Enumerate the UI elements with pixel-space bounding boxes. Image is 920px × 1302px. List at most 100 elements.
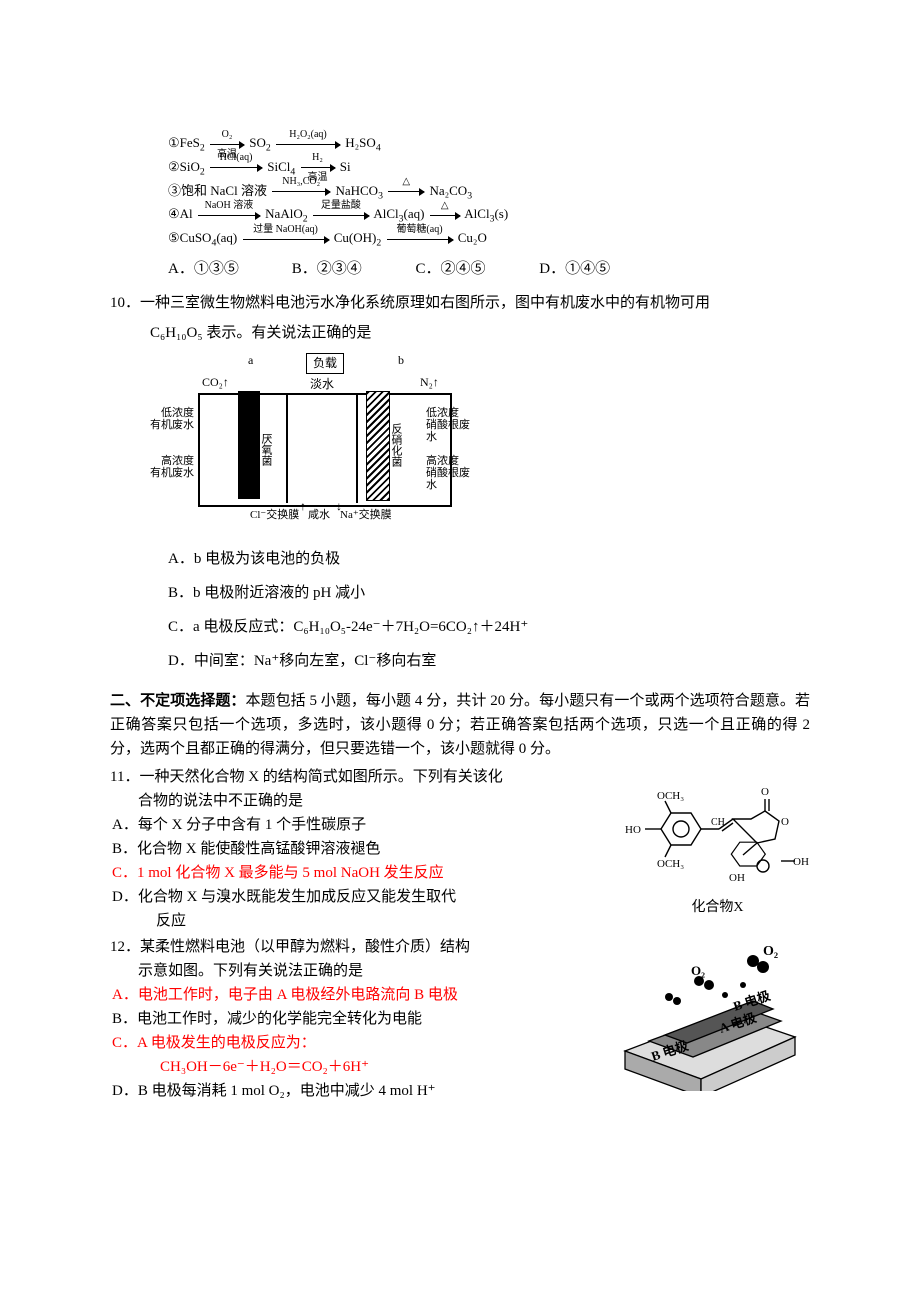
- q12-opt-c2: CH₃OH－6e⁻＋H₂O＝CO₂＋6H⁺: [110, 1055, 605, 1079]
- freshwater-label: 淡水: [310, 375, 334, 394]
- t: N₂: [420, 375, 433, 389]
- q11-caption: 化合物X: [625, 897, 810, 919]
- q9-opt-b: B．②③④: [292, 257, 412, 281]
- s: 2: [200, 143, 205, 154]
- q12-stem-1: 12．某柔性燃料电池（以甲醇为燃料，酸性介质）结构: [110, 935, 605, 959]
- t: OCH₃: [657, 858, 684, 870]
- load-box: 负载: [306, 353, 344, 374]
- cathode-electrode: [366, 391, 390, 501]
- t: ③饱和 NaCl 溶液: [168, 183, 267, 198]
- t: H₂O₂(aq): [276, 127, 340, 143]
- fuelcell-svg: O₂ O₂ B 电极 A 电极 B 电极: [605, 941, 810, 1091]
- t: ⑤CuSO: [168, 230, 211, 245]
- section2-title: 二、不定项选择题：: [110, 693, 245, 709]
- q9-opt-d: D．①④⑤: [539, 257, 659, 281]
- t: SiCl: [267, 159, 290, 174]
- t: 过量 NaOH(aq): [243, 222, 329, 238]
- q12-diagram: O₂ O₂ B 电极 A 电极 B 电极: [605, 935, 810, 1097]
- arrow-up-icon: ↑: [300, 497, 306, 516]
- q12-opt-c1: C．A 电极发生的电极反应为：: [110, 1031, 605, 1055]
- t: △: [388, 174, 424, 190]
- q11-molecule: OCH₃ HO OCH₃ CH O O OH OH 化合物X: [625, 765, 810, 920]
- t: OH: [793, 856, 809, 868]
- t: NaOH 溶液: [198, 198, 260, 214]
- t: ④Al: [168, 206, 193, 221]
- q10-stem-line1: 10．一种三室微生物燃料电池污水净化系统原理如右图所示，图中有机废水中的有机物可…: [110, 295, 710, 311]
- t: H₂: [301, 150, 335, 166]
- eq4: ④Al NaOH 溶液 NaAlO2 足量盐酸 AlCl3(aq) △ AlCl…: [110, 204, 810, 225]
- n2-label: N₂↑: [420, 373, 439, 392]
- t: △: [430, 198, 460, 214]
- q11-opt-a: A．每个 X 分子中含有 1 个手性碳原子: [110, 813, 625, 837]
- t: CO₂: [202, 375, 223, 389]
- s: 2: [200, 166, 205, 177]
- membrane2: [356, 393, 358, 503]
- s: 2: [376, 238, 381, 249]
- membrane1: [286, 393, 288, 503]
- t: Na₂CO: [429, 183, 467, 198]
- q11-opt-b: B．化合物 X 能使酸性高锰酸钾溶液褪色: [110, 837, 625, 861]
- t: H₂SO: [345, 135, 376, 150]
- t: 足量盐酸: [313, 198, 369, 214]
- q9-equations: ①FeS2 O₂高温 SO2 H₂O₂(aq) H₂SO4 ②SiO2 HCl(…: [110, 133, 810, 249]
- s: 3: [467, 190, 472, 201]
- t: AlCl: [373, 206, 398, 221]
- t: AlCl: [464, 206, 489, 221]
- s: 4: [376, 143, 381, 154]
- molecule-svg: OCH₃ HO OCH₃ CH O O OH OH: [625, 769, 810, 889]
- t: ②SiO: [168, 159, 200, 174]
- q11-opt-d: D．化合物 X 与溴水既能发生加成反应又能发生取代: [110, 885, 625, 909]
- q12-block: 12．某柔性燃料电池（以甲醇为燃料，酸性介质）结构 示意如图。下列有关说法正确的…: [110, 935, 810, 1103]
- eq2: ②SiO2 HCl(aq) SiCl4 H₂高温 Si: [110, 157, 810, 178]
- q9-opt-c: C．②④⑤: [416, 257, 536, 281]
- cl-membrane-label: Cl⁻交换膜: [250, 507, 299, 525]
- q10-stem2: C₆H₁₀O₅ 表示。有关说法正确的是: [110, 321, 810, 345]
- q11-opt-c: C．1 mol 化合物 X 最多能与 5 mol NaOH 发生反应: [110, 861, 625, 885]
- cell-body: [198, 393, 452, 507]
- t: CH: [711, 817, 725, 828]
- t: NaAlO: [265, 206, 303, 221]
- saltwater-label: 咸水: [308, 507, 330, 525]
- denitrify-label: 反硝化菌: [390, 423, 401, 467]
- b-label: b: [398, 351, 404, 370]
- a-label: a: [248, 351, 253, 370]
- q9-options: A．①③⑤ B．②③④ C．②④⑤ D．①④⑤: [110, 257, 810, 281]
- q12-opt-a: A．电池工作时，电子由 A 电极经外电路流向 B 电极: [110, 983, 605, 1007]
- t: Si: [340, 159, 351, 174]
- s: 3: [378, 190, 383, 201]
- t: (aq): [216, 230, 237, 245]
- na-membrane-label: Na⁺交换膜: [340, 507, 392, 525]
- t: HO: [625, 824, 641, 836]
- left-label-2: 高浓度 有机废水: [130, 455, 194, 479]
- t: Cu₂O: [458, 230, 487, 245]
- t: HCl(aq): [210, 150, 262, 166]
- left-label-1: 低浓度 有机废水: [130, 407, 194, 431]
- q11-opt-d-cont: 反应: [110, 909, 625, 933]
- t: O: [781, 816, 789, 828]
- t: SO: [249, 135, 266, 150]
- q9-opt-a: A．①③⑤: [168, 257, 288, 281]
- t: O: [761, 786, 769, 798]
- arrow-up-icon: ↓: [336, 497, 342, 516]
- q12-opt-d: D．B 电极每消耗 1 mol O₂，电池中减少 4 mol H⁺: [110, 1079, 605, 1103]
- t: (s): [494, 206, 508, 221]
- q10-opt-d: D．中间室：Na⁺移向左室，Cl⁻移向右室: [110, 649, 810, 673]
- q11-stem-2: 合物的说法中不正确的是: [110, 789, 625, 813]
- q10-opt-c: C．a 电极反应式：C₆H₁₀O₅-24e⁻＋7H₂O=6CO₂↑＋24H⁺: [110, 615, 810, 639]
- anaerobic-label: 厌氧菌: [260, 433, 271, 466]
- q10-opt-b: B．b 电极附近溶液的 pH 减小: [110, 581, 810, 605]
- t: OCH₃: [657, 790, 684, 802]
- right-label-2: 高浓度 硝酸根废水: [426, 455, 478, 491]
- t: OH: [729, 872, 745, 884]
- o2-label: O₂: [763, 944, 778, 959]
- q12-stem-2: 示意如图。下列有关说法正确的是: [110, 959, 605, 983]
- t: ①FeS: [168, 135, 200, 150]
- anode-electrode: [238, 391, 260, 499]
- q10-stem: 10．一种三室微生物燃料电池污水净化系统原理如右图所示，图中有机废水中的有机物可…: [110, 291, 810, 315]
- section2-header: 二、不定项选择题：本题包括 5 小题，每小题 4 分，共计 20 分。每小题只有…: [110, 689, 810, 761]
- q10-diagram: 负载 淡水 a b CO₂↑ N₂↑ 低浓度 有机废水 高浓度 有机废水 低浓度…: [168, 351, 478, 541]
- t: (aq): [404, 206, 425, 221]
- q11-block: 11．一种天然化合物 X 的结构简式如图所示。下列有关该化 合物的说法中不正确的…: [110, 765, 810, 933]
- t: 葡萄糖(aq): [387, 222, 453, 238]
- eq5: ⑤CuSO4(aq) 过量 NaOH(aq) Cu(OH)2 葡萄糖(aq) C…: [110, 228, 810, 249]
